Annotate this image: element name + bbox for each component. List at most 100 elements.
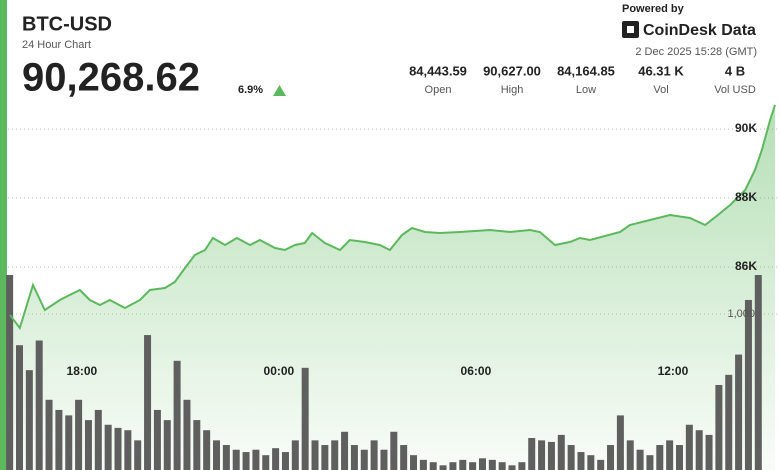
timestamp: 2 Dec 2025 15:28 (GMT): [635, 46, 757, 58]
volume-bar: [360, 449, 368, 470]
powered-by: Powered by: [622, 3, 685, 15]
volume-bar: [183, 399, 191, 470]
volume-bar: [242, 452, 250, 470]
stat-label: Vol: [653, 84, 668, 96]
volume-bar: [744, 299, 752, 470]
volume-bar: [695, 430, 703, 470]
subtitle: 24 Hour Chart: [22, 39, 91, 51]
volume-bar: [341, 431, 349, 470]
y-tick-label: 88K: [735, 190, 757, 204]
stat-value: 4 B: [725, 63, 745, 78]
volume-bar: [419, 459, 427, 470]
last-price: 90,268.62: [22, 56, 200, 100]
volume-bar: [754, 275, 762, 470]
volume-bar: [84, 420, 92, 470]
stat-label: Vol USD: [714, 84, 756, 96]
volume-bar: [577, 452, 585, 470]
volume-bar: [203, 430, 211, 470]
volume-bar: [25, 370, 33, 470]
volume-bar: [626, 440, 634, 470]
volume-bar: [350, 445, 358, 470]
volume-bar: [94, 409, 102, 470]
volume-bar: [518, 462, 526, 470]
volume-bar: [705, 434, 713, 470]
volume-bar: [114, 427, 122, 470]
price-area: [9, 105, 776, 470]
volume-bar: [163, 420, 171, 470]
volume-bar: [636, 449, 644, 470]
volume-bar: [488, 459, 496, 470]
volume-bar: [646, 455, 654, 470]
volume-bar: [449, 462, 457, 470]
volume-bar: [291, 440, 299, 470]
volume-bar: [75, 399, 83, 470]
volume-bar: [134, 440, 142, 470]
x-tick-label: 06:00: [461, 364, 492, 378]
volume-bar: [666, 440, 674, 470]
x-tick-label: 18:00: [67, 364, 98, 378]
stat-value: 46.31 K: [638, 63, 684, 78]
volume-bar: [735, 354, 743, 470]
volume-bar: [281, 452, 289, 470]
plot-area: 86K 88K 90K 1,000 18:00 00:00 06:00 12:00: [6, 104, 778, 470]
volume-bar: [252, 449, 260, 470]
volume-bar: [410, 455, 418, 470]
volume-bar: [400, 445, 408, 470]
volume-bar: [45, 399, 53, 470]
volume-bar: [547, 441, 555, 470]
volume-bar: [222, 445, 230, 470]
volume-bar: [331, 440, 339, 470]
volume-bar: [478, 458, 486, 470]
volume-bar: [153, 409, 161, 470]
volume-bar: [144, 335, 152, 470]
volume-bar: [272, 448, 280, 470]
ticker: BTC-USD: [22, 13, 112, 35]
volume-bar: [607, 445, 615, 470]
volume-bar: [390, 431, 398, 470]
volume-bar: [656, 445, 664, 470]
y2-tick-label: 1,000: [727, 308, 755, 320]
price-line: [9, 104, 776, 331]
stat-value: 84,164.85: [557, 63, 615, 78]
brand: CoinDesk Data: [643, 22, 756, 39]
volume-bar: [6, 275, 14, 470]
volume-bar: [528, 438, 536, 470]
stat-label: Open: [425, 84, 452, 96]
volume-bar: [587, 455, 595, 470]
header: BTC-USD 24 Hour Chart 90,268.62 6.9% Pow…: [22, 3, 757, 100]
volume-bar: [15, 345, 23, 470]
volume-bar: [616, 415, 624, 470]
volume-bar: [567, 445, 575, 470]
y-tick-label: 90K: [735, 121, 757, 135]
volume-bar: [35, 340, 43, 470]
y-tick-label: 86K: [735, 259, 757, 273]
volume-bar: [65, 415, 73, 470]
volume-bar: [439, 465, 447, 470]
volume-bar: [557, 434, 565, 470]
stat-label: High: [501, 84, 524, 96]
x-tick-label: 12:00: [658, 364, 689, 378]
volume-bar: [262, 455, 270, 470]
change: 6.9%: [238, 84, 263, 96]
volume-bar: [380, 449, 388, 470]
volume-bar: [213, 440, 221, 470]
volume-bar: [311, 440, 319, 470]
volume-bar: [124, 430, 132, 470]
volume-bar: [469, 462, 477, 470]
volume-bar: [685, 424, 693, 470]
volume-bar: [459, 459, 467, 470]
volume-bar: [675, 445, 683, 470]
stat-value: 84,443.59: [409, 63, 467, 78]
volume-bar: [104, 424, 112, 470]
volume-bar: [508, 465, 516, 470]
volume-bar: [538, 440, 546, 470]
accent-bar: [0, 0, 7, 470]
x-tick-label: 00:00: [264, 364, 295, 378]
stat-value: 90,627.00: [483, 63, 541, 78]
volume-bar: [232, 449, 240, 470]
volume-bar: [597, 459, 605, 470]
volume-bar: [725, 374, 733, 470]
volume-bar: [55, 409, 63, 470]
